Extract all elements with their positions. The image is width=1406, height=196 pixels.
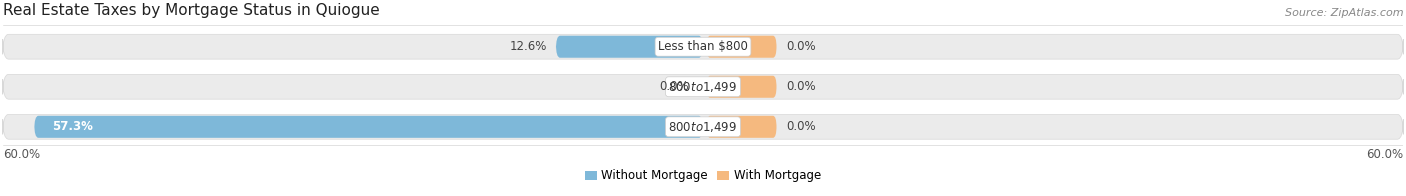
Text: 12.6%: 12.6% — [509, 40, 547, 53]
FancyBboxPatch shape — [706, 76, 776, 98]
Text: Real Estate Taxes by Mortgage Status in Quiogue: Real Estate Taxes by Mortgage Status in … — [3, 3, 380, 18]
Text: 0.0%: 0.0% — [786, 80, 815, 93]
FancyBboxPatch shape — [706, 116, 776, 138]
Text: Source: ZipAtlas.com: Source: ZipAtlas.com — [1285, 8, 1403, 18]
FancyBboxPatch shape — [3, 34, 1403, 59]
FancyBboxPatch shape — [3, 114, 1403, 139]
Text: 0.0%: 0.0% — [659, 80, 689, 93]
FancyBboxPatch shape — [34, 116, 703, 138]
FancyBboxPatch shape — [3, 74, 1403, 99]
FancyBboxPatch shape — [555, 36, 703, 58]
Legend: Without Mortgage, With Mortgage: Without Mortgage, With Mortgage — [581, 165, 825, 187]
Text: $800 to $1,499: $800 to $1,499 — [668, 120, 738, 134]
Text: 60.0%: 60.0% — [3, 148, 39, 161]
Text: 57.3%: 57.3% — [52, 120, 93, 133]
Text: 0.0%: 0.0% — [786, 40, 815, 53]
Text: 0.0%: 0.0% — [786, 120, 815, 133]
Text: 60.0%: 60.0% — [1367, 148, 1403, 161]
Text: Less than $800: Less than $800 — [658, 40, 748, 53]
Text: $800 to $1,499: $800 to $1,499 — [668, 80, 738, 94]
FancyBboxPatch shape — [706, 36, 776, 58]
